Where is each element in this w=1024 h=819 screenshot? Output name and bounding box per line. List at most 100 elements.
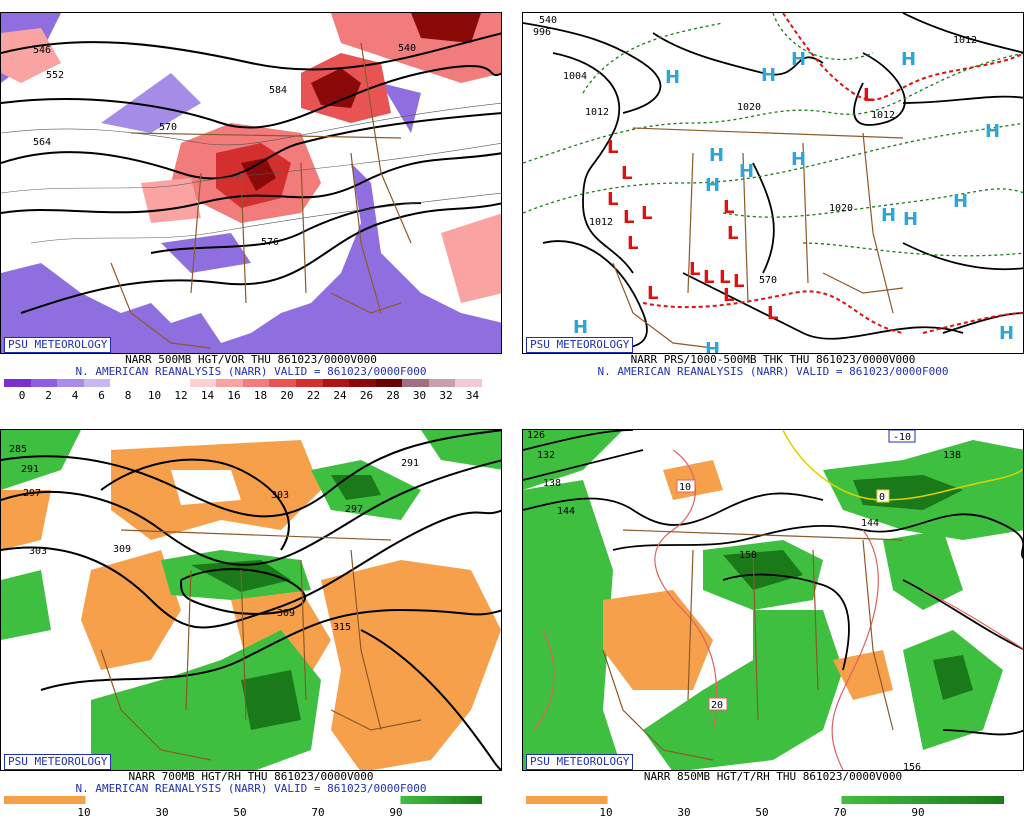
caption-valid: N. AMERICAN REANALYSIS (NARR) VALID = 86… bbox=[75, 782, 427, 795]
svg-text:H: H bbox=[761, 65, 776, 86]
contour-label: 1004 bbox=[563, 71, 587, 82]
map-thickness: H H H H H H H H H H H H H H H L L L L L bbox=[522, 12, 1024, 354]
svg-text:H: H bbox=[705, 175, 720, 196]
contour-label: 156 bbox=[903, 762, 921, 771]
colorbar-tick-label: 10 bbox=[77, 806, 91, 819]
contour-label: 552 bbox=[46, 70, 64, 81]
contour-label: 1012 bbox=[871, 110, 895, 121]
panel-700mb-rh: 285 291 297 303 309 309 315 303 297 291 … bbox=[0, 429, 502, 819]
contour-label: 1020 bbox=[737, 102, 761, 113]
colorbar-tick-label: 10 bbox=[599, 806, 613, 819]
contour-label: 309 bbox=[277, 608, 295, 619]
psu-meteorology-badge: PSU METEOROLOGY bbox=[4, 754, 112, 770]
contour-label: 291 bbox=[21, 464, 39, 475]
svg-text:L: L bbox=[607, 137, 618, 158]
temp-label: 20 bbox=[711, 700, 723, 711]
colorbar-swatch bbox=[189, 379, 217, 387]
contour-label: 126 bbox=[527, 430, 545, 441]
colorbar-tick-label: 16 bbox=[227, 389, 241, 402]
svg-text:H: H bbox=[705, 339, 720, 354]
svg-text:L: L bbox=[689, 259, 700, 280]
temp-label: 10 bbox=[679, 482, 691, 493]
colorbar-tick-label: 90 bbox=[911, 806, 925, 819]
colorbar-swatch bbox=[349, 379, 376, 387]
colorbar-swatch bbox=[322, 379, 350, 387]
colorbar-swatch bbox=[242, 379, 270, 387]
svg-text:L: L bbox=[607, 189, 618, 210]
panel-500mb-vorticity: 546 552 564 570 576 584 540 PSU METEOROL… bbox=[0, 12, 502, 402]
contour-label: 546 bbox=[33, 45, 51, 56]
colorbar-swatch bbox=[4, 379, 31, 387]
colorbar-swatch bbox=[110, 379, 137, 387]
psu-meteorology-badge: PSU METEOROLOGY bbox=[4, 337, 112, 353]
svg-text:H: H bbox=[573, 317, 588, 338]
colorbar-tick-label: 30 bbox=[412, 389, 427, 402]
contour-label: 150 bbox=[739, 550, 757, 561]
svg-text:H: H bbox=[739, 161, 754, 182]
colorbar-tick-label: 90 bbox=[389, 806, 403, 819]
contour-label: 138 bbox=[543, 478, 561, 489]
colorbar-swatch bbox=[296, 379, 323, 387]
contour-label: 285 bbox=[9, 444, 27, 455]
colorbar-tick-label: 26 bbox=[359, 389, 374, 402]
colorbar-tick-label: 12 bbox=[174, 389, 188, 402]
colorbar-swatch bbox=[216, 379, 243, 387]
psu-meteorology-badge: PSU METEOROLOGY bbox=[526, 754, 634, 770]
colorbar-tick-label: 50 bbox=[755, 806, 769, 819]
contour-label: 291 bbox=[401, 458, 419, 469]
colorbar bbox=[4, 796, 482, 804]
colorbar-swatch bbox=[269, 379, 297, 387]
colorbar bbox=[4, 379, 482, 387]
colorbar-tick-label: 22 bbox=[306, 389, 321, 402]
contour-label: 303 bbox=[271, 490, 289, 501]
colorbar-swatch bbox=[30, 379, 58, 387]
svg-text:L: L bbox=[733, 271, 744, 292]
caption-title: NARR 700MB HGT/RH THU 861023/0000V000 bbox=[128, 770, 374, 783]
svg-text:H: H bbox=[791, 149, 806, 170]
colorbar-swatch bbox=[57, 379, 84, 387]
contour-label: 1012 bbox=[585, 107, 609, 118]
contour-label: 315 bbox=[333, 622, 351, 633]
svg-text:L: L bbox=[623, 207, 634, 228]
contour-label: 1012 bbox=[953, 35, 977, 46]
contour-label: 540 bbox=[539, 15, 557, 26]
svg-text:L: L bbox=[723, 285, 734, 306]
contour-label: 138 bbox=[943, 450, 961, 461]
caption-valid: N. AMERICAN REANALYSIS (NARR) VALID = 86… bbox=[75, 365, 427, 378]
panel-850mb-temp-rh: 126 132 138 144 150 144 138 156 -10 0 10… bbox=[522, 429, 1024, 819]
svg-text:H: H bbox=[709, 145, 724, 166]
colorbar-swatch bbox=[455, 379, 482, 387]
colorbar-tick-label: 30 bbox=[155, 806, 169, 819]
colorbar-swatch bbox=[136, 379, 164, 387]
contour-label: 540 bbox=[398, 43, 416, 54]
contour-label: 570 bbox=[759, 275, 777, 286]
colorbar-swatch bbox=[163, 379, 190, 387]
temp-label: -10 bbox=[893, 432, 911, 443]
svg-text:L: L bbox=[647, 283, 658, 304]
svg-text:L: L bbox=[719, 267, 730, 288]
map-700mb: 285 291 297 303 309 309 315 303 297 291 bbox=[0, 429, 502, 771]
svg-text:H: H bbox=[903, 209, 918, 230]
contour-label: 309 bbox=[113, 544, 131, 555]
contour-label: 1012 bbox=[589, 217, 613, 228]
caption-title: NARR 500MB HGT/VOR THU 861023/0000V000 bbox=[125, 353, 377, 366]
svg-text:H: H bbox=[985, 121, 1000, 142]
colorbar-tick-label: 14 bbox=[200, 389, 215, 402]
colorbar-tick-label: 4 bbox=[71, 389, 79, 402]
svg-text:L: L bbox=[621, 163, 632, 184]
svg-text:L: L bbox=[767, 303, 778, 324]
contour-label: 570 bbox=[159, 122, 177, 133]
contour-label: 144 bbox=[557, 506, 575, 517]
colorbar-tick-label: 34 bbox=[465, 389, 480, 402]
colorbar-swatch bbox=[428, 379, 456, 387]
colorbar-tick-label: 32 bbox=[439, 389, 453, 402]
contour-label: 297 bbox=[23, 488, 41, 499]
svg-text:H: H bbox=[901, 49, 916, 70]
contour-label: 297 bbox=[345, 504, 363, 515]
svg-text:L: L bbox=[627, 233, 638, 254]
contour-label: 564 bbox=[33, 137, 51, 148]
svg-text:H: H bbox=[665, 67, 680, 88]
map-850mb: 126 132 138 144 150 144 138 156 -10 0 10… bbox=[522, 429, 1024, 771]
colorbar-swatch bbox=[83, 379, 111, 387]
colorbar-tick-label: 8 bbox=[124, 389, 132, 402]
